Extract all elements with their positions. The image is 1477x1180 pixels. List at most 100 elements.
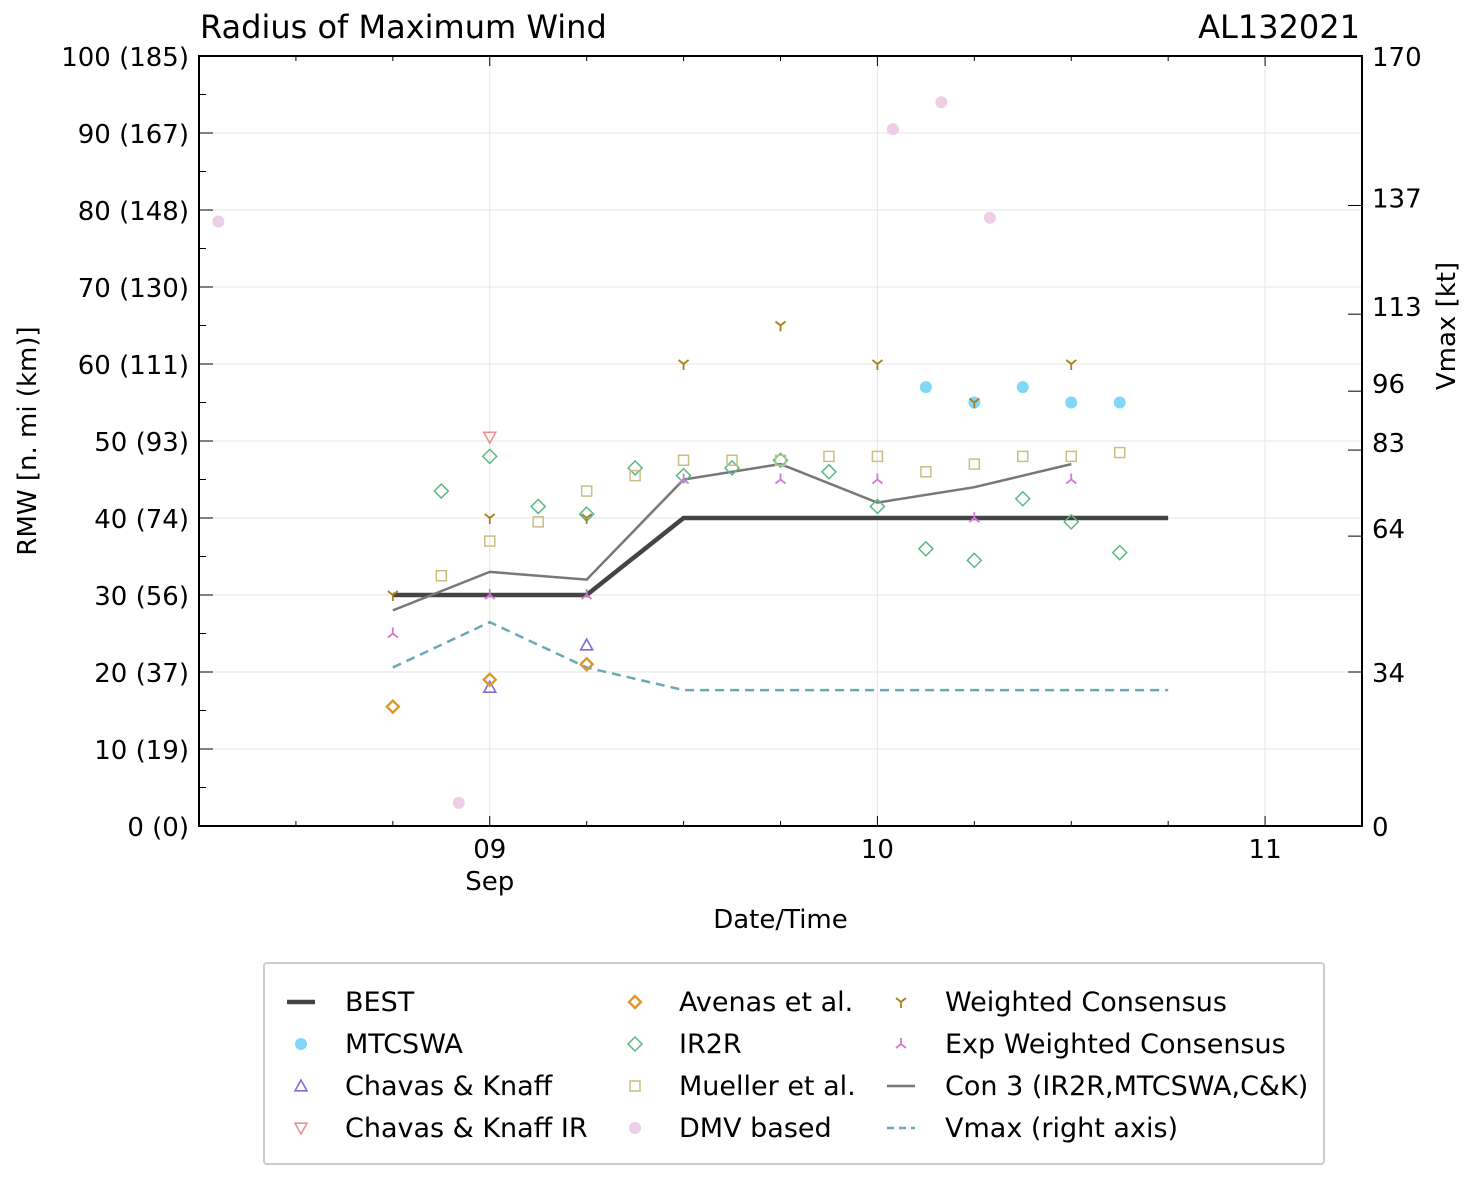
point-mueller-et-al [532,516,544,528]
point-ir2r [481,448,498,465]
y-tick-label: 80 (148) [78,197,189,227]
y2-tick-label: 0 [1372,813,1389,843]
point-mueller-et-al [677,454,690,466]
point-weighted-consensus [1065,359,1077,370]
x-tick-label: 11 [1249,835,1282,865]
legend-item-dmv-based: DMV based [619,1108,832,1148]
point-exp-weighted-consensus [774,473,787,485]
y-tick-label: 20 (37) [94,659,189,689]
point-ir2r [1111,544,1128,561]
legend-item-vmax-right-axis: Vmax (right axis) [885,1108,1178,1148]
legend-label: Con 3 (IR2R,MTCSWA,C&K) [945,1070,1309,1102]
legend-item-con-3-ir2r-mtcswa-c-k: Con 3 (IR2R,MTCSWA,C&K) [885,1066,1308,1106]
point-ir2r [1063,513,1080,530]
y2-tick-label: 64 [1372,515,1405,545]
point-weighted-consensus [581,513,593,524]
legend-item-mtcswa: MTCSWA [285,1024,463,1064]
point-exp-weighted-consensus [871,473,883,485]
legend-swatch [895,1038,907,1049]
legend-label: Exp Weighted Consensus [945,1028,1286,1060]
series-line-best [392,515,1169,598]
series-line-con-3-ir2r-mtcswa-c-k [392,462,1072,612]
point-exp-weighted-consensus [484,589,496,600]
legend-swatch [887,1084,915,1088]
point-ir2r [433,482,450,500]
point-mueller-et-al [823,450,835,463]
y2-tick-label: 83 [1372,429,1405,459]
point-chavas-knaff-ir [482,431,498,445]
point-mueller-et-al [968,458,981,470]
y2-tick-label: 34 [1372,659,1405,689]
point-ir2r [1014,490,1031,507]
legend-label: Chavas & Knaff IR [345,1112,588,1144]
point-mueller-et-al [1113,446,1126,459]
point-mtcswa [1113,396,1126,409]
legend-swatch [629,1080,641,1092]
point-exp-weighted-consensus [968,512,980,523]
legend-label: IR2R [679,1028,742,1060]
x-tick-label: 10 [861,835,894,865]
plot-frame [198,55,1363,827]
point-weighted-consensus [774,320,787,332]
point-mueller-et-al [580,485,593,497]
legend-item-mueller-et-al: Mueller et al. [619,1066,856,1106]
legend-marker [295,1038,307,1050]
point-mtcswa [1016,381,1029,394]
legend-marker [629,1122,641,1134]
point-ir2r [820,463,838,480]
legend-item-ir2r: IR2R [619,1024,742,1064]
legend-swatch [887,1126,915,1130]
y2-axis-label: Vmax [kt] [1432,262,1462,390]
legend-marker [626,1035,644,1053]
point-dmv-based [935,96,948,109]
point-mueller-et-al [726,454,738,466]
legend-swatch [295,1038,307,1050]
point-exp-weighted-consensus [387,627,399,639]
point-mueller-et-al [1017,450,1029,463]
legend-marker [627,994,643,1010]
point-mueller-et-al [1065,450,1077,463]
y-axis-label: RMW [n. mi (km)] [13,326,43,555]
point-mtcswa [919,381,932,394]
point-ir2r [869,498,886,515]
point-ir2r [966,552,983,569]
point-exp-weighted-consensus [581,589,593,600]
point-ir2r [627,459,644,477]
point-mueller-et-al [774,454,787,466]
x-tick-sublabel: Sep [465,867,514,897]
storm-id: AL132021 [1198,8,1360,46]
legend-swatch [293,1078,309,1092]
point-mueller-et-al [484,535,496,547]
legend-label: Chavas & Knaff [345,1070,553,1102]
y-tick-label: 100 (185) [61,43,189,73]
series-line-vmax-right-axis [392,620,1169,692]
legend-item-best: BEST [285,982,414,1022]
legend-item-chavas-knaff: Chavas & Knaff [285,1066,552,1106]
legend-marker [293,1078,309,1092]
legend-marker [293,1122,309,1136]
point-avenas-et-al [578,656,595,672]
legend-item-avenas-et-al: Avenas et al. [619,982,853,1022]
point-dmv-based [212,215,225,228]
chart-title: Radius of Maximum Wind [200,8,607,46]
y-tick-label: 30 (56) [94,582,189,612]
x-tick-label: 09 [473,835,506,865]
point-chavas-knaff [579,637,595,651]
y-tick-label: 90 (167) [78,120,189,150]
legend: BEST MTCSWA Chavas & Knaff Chavas & Knaff I… [263,962,1325,1165]
legend-label: DMV based [679,1112,832,1144]
point-exp-weighted-consensus [678,473,690,485]
point-weighted-consensus [387,590,399,601]
legend-marker [895,997,907,1008]
legend-label: Weighted Consensus [945,986,1227,1018]
legend-label: BEST [345,986,415,1018]
point-weighted-consensus [484,513,496,524]
y-tick-label: 60 (111) [78,351,189,381]
legend-item-weighted-consensus: Weighted Consensus [885,982,1227,1022]
point-chavas-knaff [482,679,498,694]
point-mtcswa [1065,396,1078,409]
legend-item-chavas-knaff-ir: Chavas & Knaff IR [285,1108,588,1148]
point-weighted-consensus [678,359,690,370]
legend-item-exp-weighted-consensus: Exp Weighted Consensus [885,1024,1286,1064]
